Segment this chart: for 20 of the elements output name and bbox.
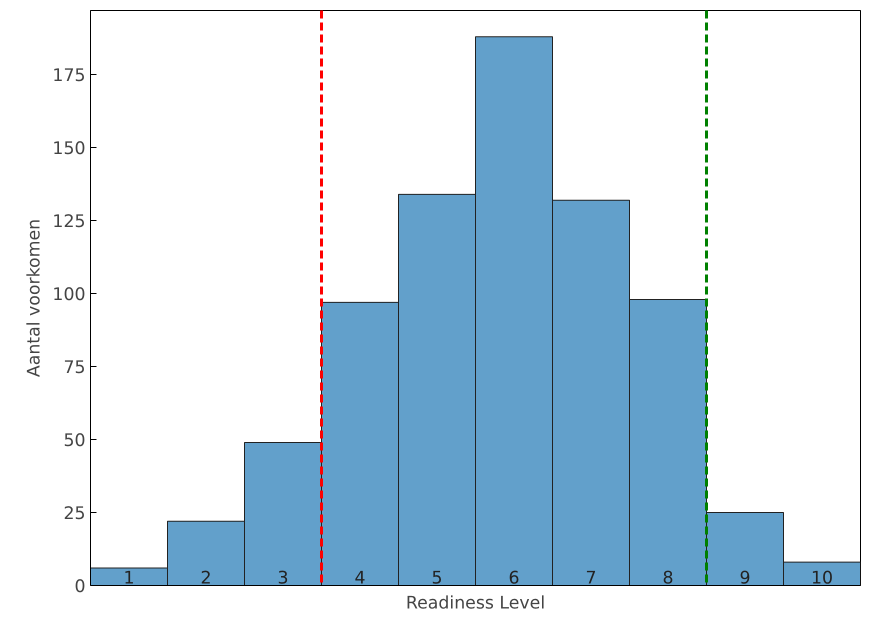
y-axis-title: Aantal voorkomen xyxy=(24,218,44,378)
y-tick-label: 50 xyxy=(63,431,86,452)
x-tick-label: 10 xyxy=(810,568,834,588)
y-tick-label: 25 xyxy=(63,504,86,524)
x-tick-label: 6 xyxy=(508,568,520,588)
x-tick-label: 3 xyxy=(277,568,289,588)
x-tick-label: 2 xyxy=(200,568,212,588)
y-tick-label: 175 xyxy=(52,66,86,86)
x-tick-label: 8 xyxy=(662,568,674,588)
y-tick-label: 75 xyxy=(63,358,86,378)
x-tick-label: 9 xyxy=(739,568,751,588)
x-tick-label: 1 xyxy=(123,568,135,588)
y-tick-label: 100 xyxy=(52,285,86,306)
y-tick-label: 125 xyxy=(52,212,86,232)
y-tick-label: 0 xyxy=(74,577,86,597)
y-tick-label: 150 xyxy=(52,139,86,160)
x-tick-label: 4 xyxy=(354,568,366,588)
x-tick-label: 7 xyxy=(585,568,597,588)
x-tick-label: 5 xyxy=(431,568,443,588)
x-axis-title: Readiness Level xyxy=(406,594,546,614)
